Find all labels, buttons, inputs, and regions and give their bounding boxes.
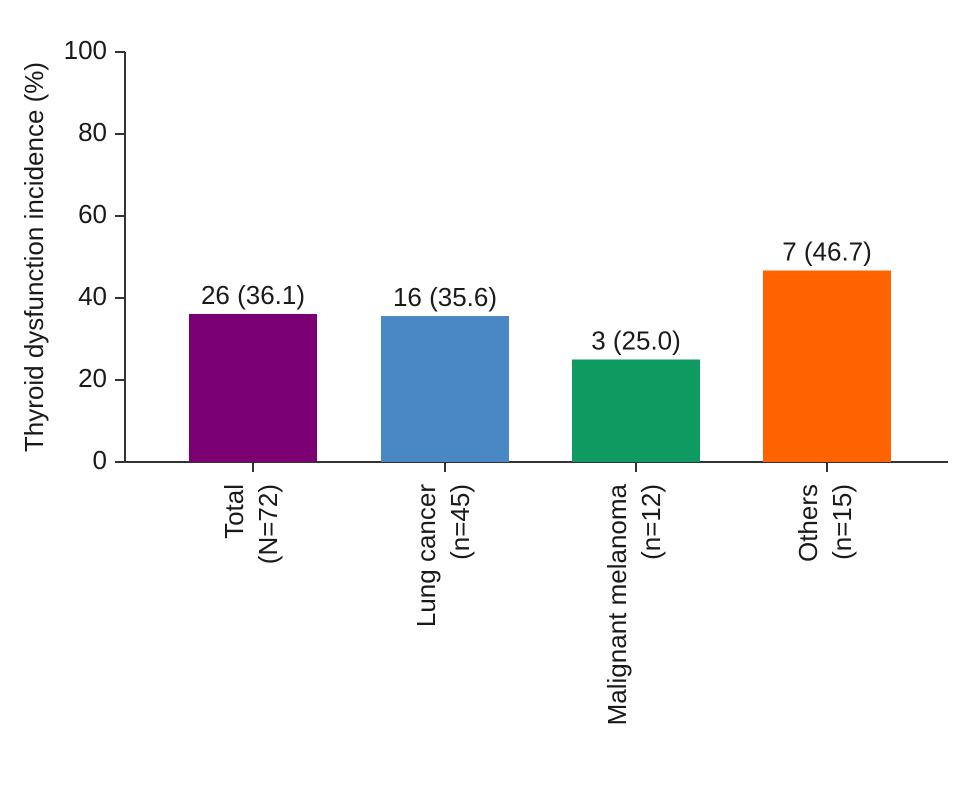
y-tick-label: 20 xyxy=(78,363,107,393)
category-count: (N=72) xyxy=(253,484,283,564)
category-label: Total (N=72) xyxy=(219,484,283,564)
category-count: (n=15) xyxy=(827,484,857,560)
category-name: Lung cancer xyxy=(411,484,441,627)
data-label: 26 (36.1) xyxy=(201,280,305,310)
bars xyxy=(189,270,891,462)
bar xyxy=(189,313,317,462)
y-axis-label: Thyroid dysfunction incidence (%) xyxy=(19,62,49,452)
y-tick-label: 60 xyxy=(78,199,107,229)
y-tick-label: 40 xyxy=(78,281,107,311)
category-labels: Total (N=72) Lung cancer (n=45) Malignant me… xyxy=(219,483,857,725)
bar xyxy=(572,359,700,462)
category-name: Malignant melanoma xyxy=(602,483,632,725)
category-count: (n=12) xyxy=(636,484,666,560)
category-label: Lung cancer (n=45) xyxy=(411,484,475,627)
y-tick-label: 0 xyxy=(93,445,107,475)
category-name: Others xyxy=(793,484,823,562)
bar xyxy=(763,270,891,462)
category-name: Total xyxy=(219,484,249,539)
category-label: Malignant melanoma (n=12) xyxy=(602,483,666,725)
data-label: 3 (25.0) xyxy=(591,326,681,356)
y-tick-label: 100 xyxy=(64,35,107,65)
data-label: 16 (35.6) xyxy=(393,282,497,312)
y-ticks: 0 20 40 60 80 100 xyxy=(64,35,125,475)
category-label: Others (n=15) xyxy=(793,484,857,562)
x-ticks xyxy=(252,462,828,472)
data-label: 7 (46.7) xyxy=(782,237,872,267)
category-count: (n=45) xyxy=(445,484,475,560)
y-tick-label: 80 xyxy=(78,117,107,147)
bar xyxy=(381,316,509,462)
data-labels: 26 (36.1) 16 (35.6) 3 (25.0) 7 (46.7) xyxy=(201,237,872,356)
